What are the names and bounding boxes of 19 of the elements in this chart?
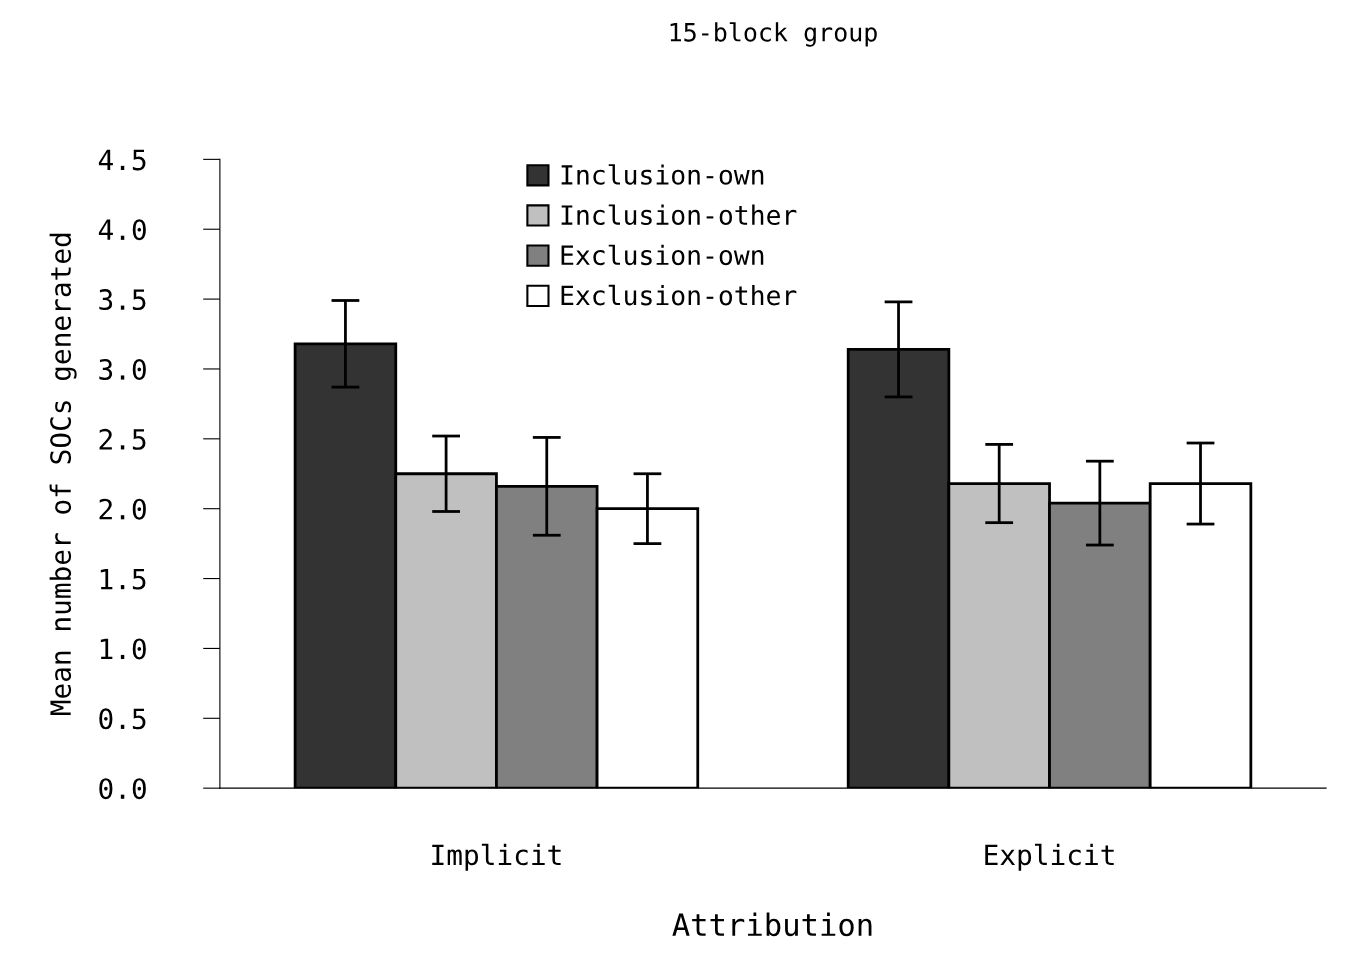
y-axis-title: Mean number of SOCs generated	[49, 233, 77, 716]
y-tick-label: 1.0	[100, 638, 146, 660]
y-tick-label: 4.5	[98, 149, 146, 171]
x-tick-label: Explicit	[985, 843, 1114, 871]
y-tick-label: 4.0	[98, 219, 146, 241]
x-tick-label: Implicit	[432, 843, 561, 871]
x-axis-title: Attribution	[672, 912, 872, 937]
legend-label: Inclusion-own	[561, 164, 764, 185]
legend-label: Exclusion-own	[561, 244, 764, 266]
legend-label: Inclusion-other	[561, 204, 797, 226]
y-tick-label: 3.0	[99, 358, 146, 380]
y-tick-label: 0.0	[99, 778, 146, 800]
y-tick-label: 1.5	[100, 568, 146, 590]
y-tick-label: 3.5	[99, 289, 146, 311]
legend-label: Exclusion-other	[561, 284, 797, 306]
y-tick-label: 2.5	[99, 428, 146, 450]
y-tick-label: 2.0	[99, 498, 146, 520]
chart-title: 15-block group	[670, 22, 877, 47]
y-tick-label: 0.5	[99, 708, 146, 730]
